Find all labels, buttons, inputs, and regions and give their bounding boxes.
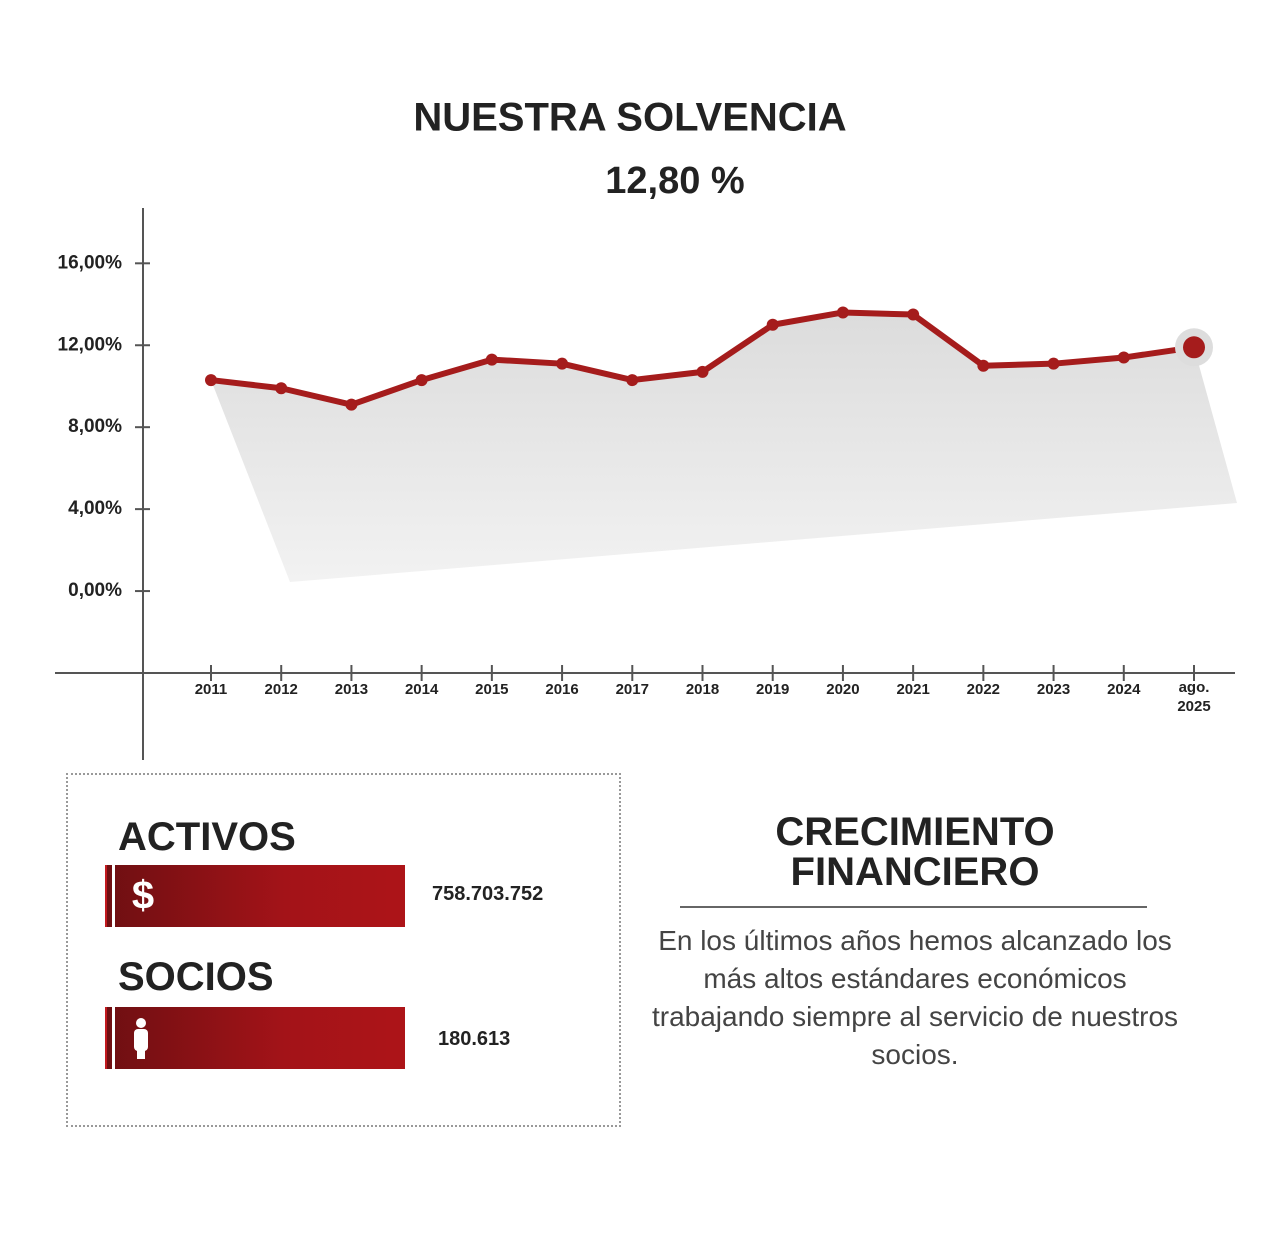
x-tick-label: 2013 [334,681,369,698]
stat-value: 758.703.752 [432,883,544,905]
chart-subtitle: 12,80 % [605,160,744,202]
stat-label: SOCIOS [118,955,274,999]
info-text: En los últimos años hemos alcanzado los … [651,925,1179,1070]
person-icon [134,1018,148,1059]
x-tick-label: 2015 [475,681,509,698]
x-tick-label: 2011 [194,681,228,698]
marker [205,374,217,387]
stat-label: ACTIVOS [118,815,296,859]
x-tick-label: ago. 2025 [1177,679,1211,715]
x-tick-label: 2024 [1107,681,1141,698]
marker [345,398,358,411]
marker [836,306,849,319]
chart-title: NUESTRA SOLVENCIA [413,96,846,140]
x-tick-label: 2020 [826,681,860,698]
x-tick-label: 2014 [404,681,439,698]
x-tick-label: 2018 [685,681,720,698]
marker [696,365,709,378]
x-tick-label: 2012 [264,681,298,698]
stat-bar: $ [105,865,405,927]
svg-text:$: $ [132,874,154,918]
x-tick-label: 2017 [615,681,649,698]
x-tick-label: 2022 [966,681,1001,698]
y-tick-label: 16,00% [58,252,123,273]
y-tick-label: 8,00% [68,416,122,437]
area [211,312,1237,582]
dollar-icon: $ [132,874,154,918]
stat-bar [105,1007,405,1069]
marker [907,308,920,321]
marker [626,374,639,387]
y-tick-label: 0,00% [68,580,122,601]
marker [1117,351,1130,364]
y-tick-label: 4,00% [68,498,122,519]
marker [556,357,569,370]
marker [275,382,288,395]
info-title: CRECIMIENTO FINANCIERO [775,810,1055,894]
x-tick-label: 2023 [1036,681,1071,698]
x-tick-label: 2021 [896,681,930,698]
x-tick-label: 2016 [545,681,579,698]
x-tick-label: 2019 [756,681,790,698]
marker [485,353,498,366]
divider [680,906,1147,908]
marker [1183,336,1205,359]
marker [766,318,779,331]
marker [415,374,428,387]
stats-box [66,773,621,1127]
marker [1047,357,1060,370]
marker [977,359,990,372]
stat-value: 180.613 [438,1028,511,1050]
y-tick-label: 12,00% [58,334,123,355]
